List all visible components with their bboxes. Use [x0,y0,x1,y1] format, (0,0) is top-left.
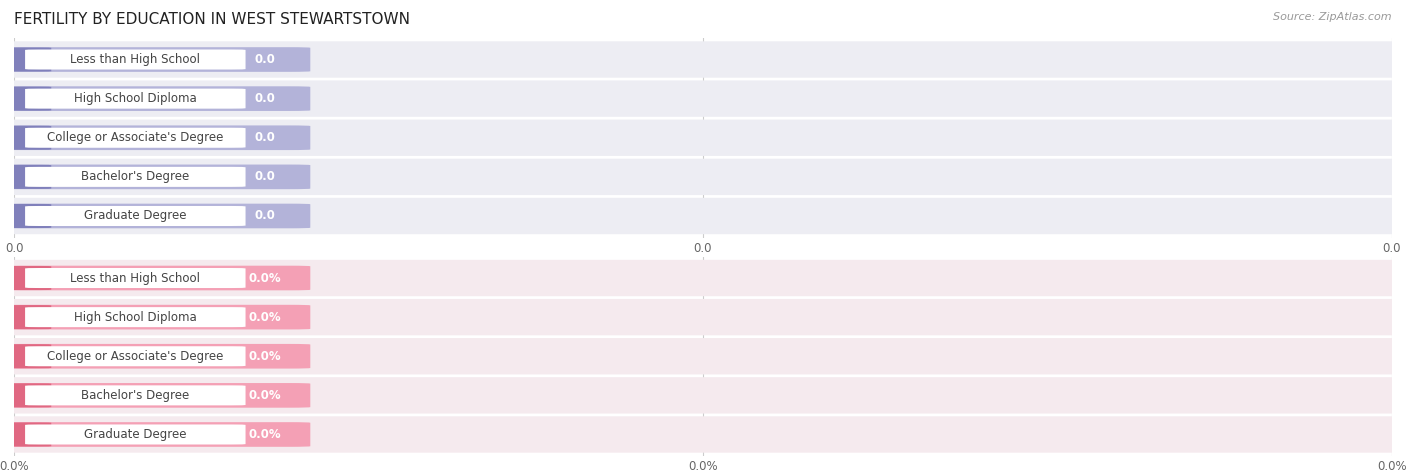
FancyBboxPatch shape [25,346,246,366]
FancyBboxPatch shape [0,164,311,189]
Text: Less than High School: Less than High School [70,272,200,285]
FancyBboxPatch shape [0,198,1406,234]
FancyBboxPatch shape [0,305,311,330]
FancyBboxPatch shape [0,86,311,111]
FancyBboxPatch shape [10,204,51,228]
FancyBboxPatch shape [0,416,1406,453]
Text: High School Diploma: High School Diploma [75,92,197,105]
FancyBboxPatch shape [25,49,246,69]
FancyBboxPatch shape [10,86,51,111]
Text: 0.0%: 0.0% [249,272,281,285]
FancyBboxPatch shape [25,128,246,148]
FancyBboxPatch shape [0,338,1406,374]
Text: High School Diploma: High School Diploma [75,311,197,323]
FancyBboxPatch shape [0,299,1406,335]
Text: Source: ZipAtlas.com: Source: ZipAtlas.com [1274,12,1392,22]
FancyBboxPatch shape [0,47,311,72]
FancyBboxPatch shape [10,344,51,368]
FancyBboxPatch shape [10,383,51,408]
FancyBboxPatch shape [25,167,246,187]
FancyBboxPatch shape [0,383,311,408]
FancyBboxPatch shape [0,120,1406,156]
FancyBboxPatch shape [0,266,311,290]
Text: Graduate Degree: Graduate Degree [84,209,187,222]
Text: College or Associate's Degree: College or Associate's Degree [48,131,224,144]
Text: 0.0: 0.0 [254,171,276,183]
FancyBboxPatch shape [10,126,51,150]
FancyBboxPatch shape [0,422,311,447]
FancyBboxPatch shape [25,385,246,405]
Text: 0.0%: 0.0% [249,350,281,363]
FancyBboxPatch shape [0,204,311,228]
FancyBboxPatch shape [0,344,311,369]
Text: Less than High School: Less than High School [70,53,200,66]
FancyBboxPatch shape [25,206,246,226]
FancyBboxPatch shape [25,425,246,445]
Text: 0.0%: 0.0% [249,428,281,441]
FancyBboxPatch shape [25,89,246,109]
Text: 0.0: 0.0 [254,53,276,66]
FancyBboxPatch shape [10,305,51,329]
FancyBboxPatch shape [0,41,1406,78]
FancyBboxPatch shape [0,159,1406,195]
FancyBboxPatch shape [0,80,1406,117]
FancyBboxPatch shape [10,266,51,290]
FancyBboxPatch shape [10,48,51,72]
FancyBboxPatch shape [10,165,51,189]
Text: FERTILITY BY EDUCATION IN WEST STEWARTSTOWN: FERTILITY BY EDUCATION IN WEST STEWARTST… [14,12,411,27]
FancyBboxPatch shape [0,260,1406,296]
FancyBboxPatch shape [25,307,246,327]
FancyBboxPatch shape [10,422,51,446]
Text: 0.0: 0.0 [254,92,276,105]
Text: Bachelor's Degree: Bachelor's Degree [82,389,190,402]
Text: 0.0%: 0.0% [249,311,281,323]
FancyBboxPatch shape [0,125,311,150]
Text: 0.0: 0.0 [254,131,276,144]
FancyBboxPatch shape [25,268,246,288]
Text: 0.0%: 0.0% [249,389,281,402]
FancyBboxPatch shape [0,377,1406,414]
Text: Bachelor's Degree: Bachelor's Degree [82,171,190,183]
Text: College or Associate's Degree: College or Associate's Degree [48,350,224,363]
Text: Graduate Degree: Graduate Degree [84,428,187,441]
Text: 0.0: 0.0 [254,209,276,222]
